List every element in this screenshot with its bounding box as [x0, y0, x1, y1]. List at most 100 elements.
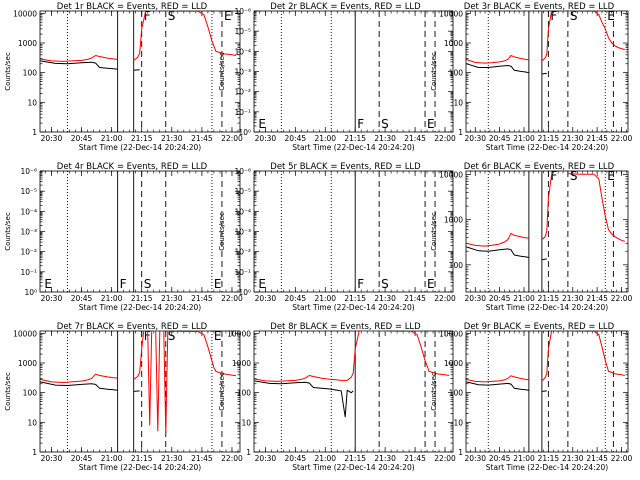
- y-tick-label: 10⁰: [24, 288, 37, 297]
- x-tick-label: 21:30: [161, 134, 183, 143]
- x-tick-label: 20:45: [71, 134, 93, 143]
- x-tick-label: 21:15: [131, 294, 153, 303]
- y-tick-label: 10⁻³: [20, 228, 37, 237]
- series-events-line: [254, 380, 354, 418]
- marker-label: S: [570, 9, 578, 23]
- series-events-line: [133, 390, 140, 392]
- y-tick-label: 1000: [444, 39, 463, 48]
- x-tick-label: 20:45: [285, 294, 307, 303]
- marker-label: F: [120, 277, 127, 291]
- series-lld-line: [567, 173, 625, 242]
- marker-label: S: [381, 117, 389, 131]
- panel-det-8: Det 8r BLACK = Events, RED = LLD 1 10 100 10…: [218, 322, 456, 472]
- x-tick-label: 21:00: [101, 294, 123, 303]
- y-axis-label: Counts/sec: [430, 372, 438, 411]
- y-tick-label: 1: [246, 448, 251, 457]
- x-tick-label: 21:30: [374, 294, 396, 303]
- panel-det-7: Det 7r BLACK = Events, RED = LLD 1 10 100 10…: [4, 322, 243, 472]
- series-events-line: [40, 381, 118, 391]
- series-lld-line: [40, 373, 118, 384]
- marker-label: F: [357, 277, 364, 291]
- panel-det-2: Det 2r BLACK = Events, RED = LLD 10⁰ 10⁻¹ 1…: [218, 2, 456, 152]
- series-events-line: [466, 63, 530, 74]
- plot-frame: [39, 170, 241, 293]
- series-lld-line: [541, 331, 553, 382]
- x-tick-label: 21:15: [538, 294, 560, 303]
- series-events-line: [541, 258, 547, 261]
- plot-frame: [253, 170, 454, 293]
- x-tick-label: 22:00: [611, 134, 633, 143]
- y-axis-label: Counts/sec: [4, 212, 12, 251]
- x-tick-label: 20:45: [489, 454, 511, 463]
- marker-label: E: [607, 9, 615, 23]
- y-tick-label: 10⁻⁴: [234, 47, 251, 56]
- panel-det-9: Det 9r BLACK = Events, RED = LLD 1 10 100 10…: [430, 322, 633, 472]
- panel-title: Det 7r BLACK = Events, RED = LLD: [57, 322, 208, 332]
- y-tick-label: 100: [23, 389, 38, 398]
- x-tick-label: 21:30: [562, 294, 584, 303]
- y-tick-label: 10⁻²: [234, 88, 251, 97]
- x-tick-label: 21:00: [513, 134, 535, 143]
- x-tick-label: 20:30: [41, 294, 63, 303]
- panel-title: Det 3r BLACK = Events, RED = LLD: [464, 2, 615, 12]
- y-tick-label: 1000: [18, 359, 37, 368]
- x-tick-label: 21:15: [131, 454, 153, 463]
- x-tick-label: 22:00: [434, 134, 456, 143]
- marker-label: E: [224, 9, 232, 23]
- x-tick-label: 20:30: [41, 454, 63, 463]
- series-lld-line: [466, 375, 529, 383]
- y-tick-label: 10⁻⁶: [20, 167, 37, 176]
- y-axis-label: Counts/sec: [430, 212, 438, 251]
- x-tick-label: 21:45: [586, 294, 608, 303]
- x-tick-label: 21:30: [374, 454, 396, 463]
- x-tick-label: 21:00: [513, 454, 535, 463]
- x-tick-label: 21:00: [101, 134, 123, 143]
- series-events-line: [541, 72, 547, 75]
- series-events-line: [40, 60, 118, 70]
- y-axis-label: Counts/sec: [218, 52, 226, 91]
- marker-label: E: [607, 169, 615, 183]
- x-tick-label: 22:00: [221, 294, 243, 303]
- x-tick-label: 20:30: [255, 294, 277, 303]
- x-tick-label: 21:45: [586, 134, 608, 143]
- y-tick-label: 10000: [439, 171, 463, 180]
- panel-det-1: Det 1r BLACK = Events, RED = LLD 1 10 100 10…: [4, 2, 243, 152]
- x-tick-label: 21:15: [344, 454, 366, 463]
- x-tick-label: 21:00: [101, 454, 123, 463]
- y-tick-label: 10000: [439, 9, 463, 18]
- plot-frame: [253, 10, 454, 133]
- x-tick-label: 21:30: [562, 134, 584, 143]
- x-tick-label: 20:30: [464, 134, 486, 143]
- y-tick-label: 100: [237, 389, 252, 398]
- marker-label: E: [258, 277, 266, 291]
- y-tick-label: 10⁻³: [234, 228, 251, 237]
- y-tick-label: 10000: [13, 9, 37, 18]
- x-tick-label: 20:30: [464, 454, 486, 463]
- panel-title: Det 5r BLACK = Events, RED = LLD: [270, 162, 421, 172]
- panel-det-4: Det 4r BLACK = Events, RED = LLD 10⁰ 10⁻¹ 1…: [4, 162, 243, 312]
- x-axis-label: Start Time (22-Dec-14 20:24:20): [292, 143, 414, 152]
- panel-title: Det 2r BLACK = Events, RED = LLD: [270, 2, 421, 12]
- panel-det-3: Det 3r BLACK = Events, RED = LLD 1 10 100 10…: [430, 2, 633, 152]
- series-lld-line: [567, 331, 625, 376]
- y-tick-label: 10⁰: [238, 128, 251, 137]
- plot-frame: [253, 330, 454, 453]
- plot-frame: [39, 10, 241, 133]
- series-lld-line: [133, 11, 147, 61]
- x-tick-label: 20:30: [464, 294, 486, 303]
- y-axis-label: Counts/sec: [4, 52, 12, 91]
- panel-title: Det 1r BLACK = Events, RED = LLD: [57, 2, 208, 12]
- x-tick-label: 20:30: [255, 454, 277, 463]
- x-axis-label: Start Time (22-Dec-14 20:24:20): [486, 463, 608, 472]
- marker-label: E: [258, 117, 266, 131]
- y-tick-label: 10⁻²: [234, 248, 251, 257]
- x-tick-label: 22:00: [221, 454, 243, 463]
- y-tick-label: 100: [449, 69, 464, 78]
- panel-title: Det 8r BLACK = Events, RED = LLD: [270, 322, 421, 332]
- marker-label: F: [550, 169, 557, 183]
- y-tick-label: 10⁻⁵: [234, 27, 251, 36]
- y-tick-label: 10000: [227, 329, 251, 338]
- y-tick-label: 10⁻⁶: [234, 167, 251, 176]
- y-tick-label: 10⁻¹: [234, 268, 251, 277]
- x-axis-label: Start Time (22-Dec-14 20:24:20): [79, 463, 201, 472]
